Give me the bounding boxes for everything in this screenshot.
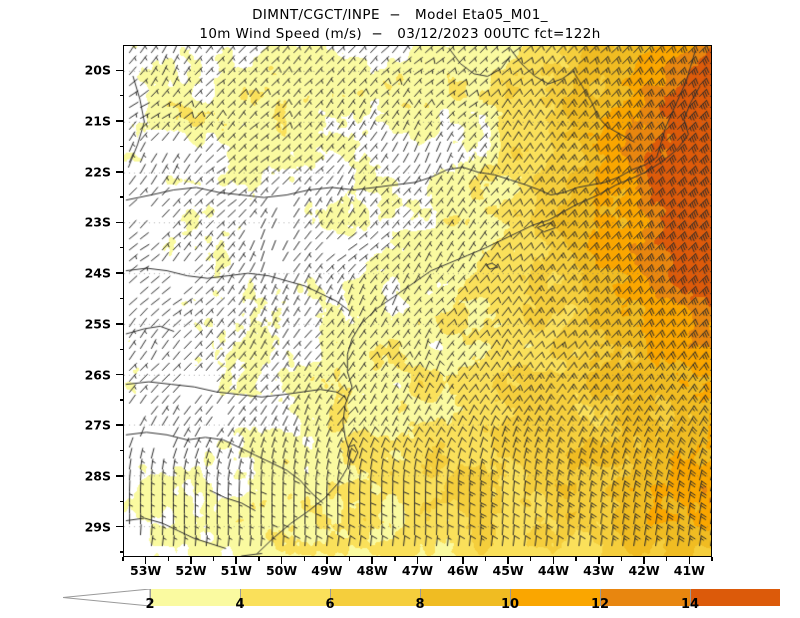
- x-axis-tick-label: 41W: [673, 563, 705, 578]
- y-axis-tick-label: 20S: [84, 62, 111, 78]
- y-axis-tick-label: 26S: [84, 367, 111, 382]
- x-axis-tick: [326, 557, 328, 564]
- y-axis-tick-label: 27S: [84, 417, 111, 433]
- x-axis-tick: [552, 557, 555, 564]
- title-line-1: DIMNT/CGCT/INPE − Model Eta05_M01_: [252, 7, 548, 23]
- x-axis-minor-tick: [620, 557, 623, 561]
- x-axis-tick-label: 42W: [628, 563, 660, 578]
- x-axis-tick-label: 51W: [220, 563, 252, 578]
- colorbar-tick-label: 6: [325, 597, 335, 612]
- y-axis-minor-tick: [119, 500, 123, 502]
- x-axis-minor-tick: [666, 557, 668, 561]
- y-axis-tick: [116, 120, 123, 122]
- colorbar-tick-label: 12: [590, 597, 610, 612]
- x-axis-tick-label: 44W: [537, 563, 570, 578]
- title-line-2: 10m Wind Speed (m/s) − 03/12/2023 00UTC …: [199, 26, 601, 42]
- y-axis-tick-label: 25S: [84, 316, 111, 332]
- y-axis-minor-tick: [119, 247, 123, 249]
- y-axis-tick: [116, 69, 123, 72]
- y-axis-minor-tick: [119, 348, 123, 350]
- colorbar-tick-label: 2: [145, 597, 155, 612]
- x-axis-minor-tick: [394, 557, 396, 561]
- x-axis-tick-label: 50W: [265, 563, 298, 578]
- colorbar-band[interactable]: [150, 589, 240, 606]
- y-axis-minor-tick: [119, 95, 123, 97]
- y-axis-minor-tick: [119, 399, 123, 401]
- x-axis-tick-label: 48W: [356, 563, 388, 578]
- x-axis-minor-tick: [213, 557, 215, 561]
- colorbar-tick-label: 8: [415, 597, 425, 612]
- x-axis-tick-label: 46W: [447, 563, 479, 578]
- x-axis-minor-tick: [575, 557, 577, 561]
- colorbar-band[interactable]: [600, 589, 690, 606]
- x-axis-tick: [688, 557, 691, 564]
- x-axis-minor-tick: [303, 557, 305, 561]
- map-plot-area[interactable]: [123, 45, 712, 557]
- x-axis-tick: [416, 557, 419, 564]
- colorbar-band[interactable]: [330, 589, 420, 606]
- y-axis-tick-label: 29S: [84, 519, 111, 535]
- x-axis-minor-tick: [258, 557, 260, 561]
- x-axis-tick: [507, 557, 509, 564]
- x-axis-tick-label: 47W: [401, 563, 434, 578]
- x-axis-tick: [643, 557, 645, 564]
- y-axis-tick: [116, 272, 123, 274]
- x-axis-tick: [280, 557, 283, 564]
- x-axis-tick-label: 52W: [175, 563, 207, 578]
- x-axis-tick-label: 49W: [311, 563, 343, 578]
- colorbar-tick-label: 4: [235, 597, 245, 612]
- x-axis-minor-tick: [167, 557, 169, 561]
- x-axis-tick: [462, 557, 464, 564]
- y-axis-tick-label: 23S: [84, 214, 111, 230]
- colorbar-under-arrow: [63, 589, 150, 606]
- y-axis-tick: [116, 323, 123, 325]
- y-axis-tick-label: 24S: [84, 265, 111, 281]
- y-axis-minor-tick: [119, 551, 123, 553]
- y-axis-tick: [116, 475, 123, 477]
- x-axis-minor-tick: [711, 557, 713, 561]
- x-axis-tick-label: 45W: [492, 563, 524, 578]
- colorbar-band[interactable]: [690, 589, 780, 606]
- colorbar-tick-label: 10: [500, 597, 520, 612]
- x-axis-minor-tick: [122, 557, 124, 561]
- x-axis-tick: [597, 557, 600, 564]
- y-axis-tick-label: 22S: [84, 164, 111, 180]
- x-axis-tick: [371, 557, 373, 564]
- y-axis-tick: [116, 221, 123, 224]
- colorbar-tick-label: 14: [680, 597, 700, 612]
- colorbar-band[interactable]: [510, 589, 600, 606]
- x-axis-minor-tick: [530, 557, 532, 561]
- chart-title-block: DIMNT/CGCT/INPE − Model Eta05_M01_ 10m W…: [0, 6, 800, 44]
- colorbar-band[interactable]: [420, 589, 510, 606]
- x-axis-tick: [144, 557, 147, 564]
- x-axis-tick-label: 43W: [583, 563, 615, 578]
- y-axis-tick-label: 28S: [84, 468, 111, 484]
- y-axis-tick: [116, 373, 123, 376]
- x-axis-tick: [235, 557, 238, 564]
- x-axis-minor-tick: [439, 557, 441, 561]
- x-axis-tick-label: 53W: [130, 563, 162, 578]
- colorbar-band[interactable]: [240, 589, 330, 606]
- x-axis-minor-tick: [348, 557, 351, 561]
- x-axis-minor-tick: [484, 557, 487, 561]
- x-axis-tick: [190, 557, 192, 564]
- y-axis-tick: [116, 424, 123, 426]
- y-axis-minor-tick: [119, 449, 123, 452]
- y-axis-tick: [116, 170, 123, 173]
- y-axis-tick: [116, 525, 123, 528]
- y-axis-minor-tick: [119, 145, 123, 148]
- y-axis-minor-tick: [119, 196, 123, 198]
- y-axis-minor-tick: [119, 297, 123, 300]
- wind-barbs-layer: [124, 46, 711, 556]
- y-axis-tick-label: 21S: [84, 113, 111, 129]
